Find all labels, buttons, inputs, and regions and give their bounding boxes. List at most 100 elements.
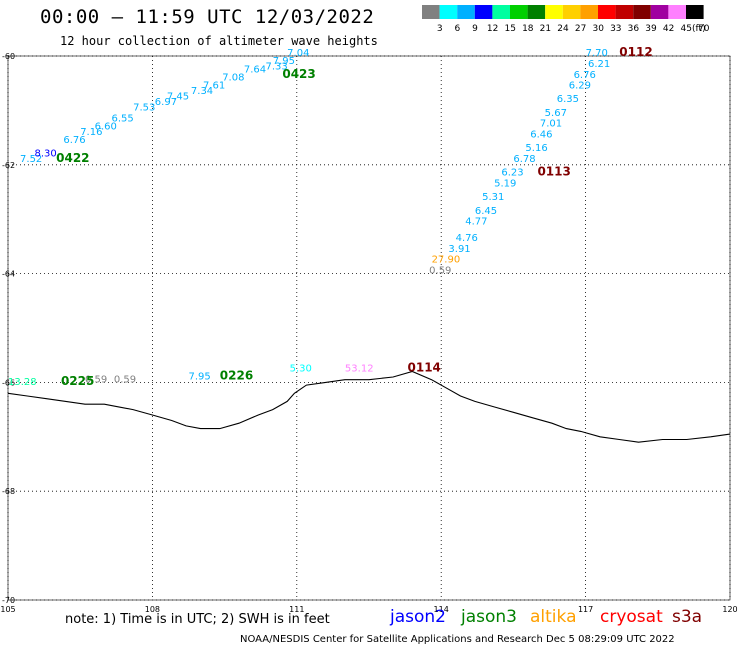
lon-tick-label: 117	[578, 605, 593, 614]
legend-label: 27	[575, 24, 586, 34]
pass-time-label: 0226	[220, 369, 253, 383]
wave-height-value: 3.91	[448, 244, 470, 255]
pass-time-label: 0114	[408, 361, 441, 375]
legend-swatch	[668, 5, 686, 19]
legend-swatch	[545, 5, 563, 19]
legend-swatch	[422, 5, 440, 19]
pass-time-label: 0112	[619, 45, 652, 59]
wave-height-value: 7.64	[244, 64, 266, 75]
wave-height-value: 8.30	[34, 149, 56, 160]
wave-height-value: 6.46	[530, 130, 552, 141]
wave-height-value: 6.21	[588, 59, 610, 70]
satellite-name: jason3	[461, 607, 517, 627]
wave-height-value: 5.19	[494, 179, 516, 190]
legend-swatch	[650, 5, 669, 19]
note-text: note: 1) Time is in UTC; 2) SWH is in fe…	[65, 612, 330, 627]
wave-height-value: 0.59	[429, 266, 451, 277]
wave-height-value: 7.01	[540, 119, 562, 130]
legend-label: 33	[610, 24, 621, 34]
page-subtitle: 12 hour collection of altimeter wave hei…	[60, 34, 378, 48]
legend-swatch	[474, 5, 493, 19]
lon-tick-label: 108	[145, 605, 160, 614]
legend-swatch	[580, 5, 598, 19]
wave-height-value: 7.16	[80, 127, 102, 138]
wave-height-value: 7.53	[133, 102, 155, 113]
lat-tick-label: -60	[2, 52, 15, 61]
pass-time-label: 0423	[282, 67, 315, 81]
map-frame	[7, 55, 731, 601]
pass-time-label: 0422	[56, 151, 89, 165]
pass-time-label: 0225	[61, 374, 94, 388]
satellite-name: cryosat	[600, 607, 663, 627]
legend-label: 70	[698, 24, 710, 34]
legend-swatch	[510, 5, 528, 19]
legend-swatch	[562, 5, 581, 19]
wave-height-value: 7.95	[189, 372, 211, 383]
legend-label: 30	[592, 24, 604, 34]
legend-label: 42	[663, 24, 674, 34]
wave-height-value: 5.16	[525, 143, 547, 154]
legend-swatch	[598, 5, 616, 19]
lat-tick-label: -62	[2, 161, 15, 170]
legend-swatch	[457, 5, 475, 19]
legend-label: 45	[680, 24, 691, 34]
wave-height-value: 7.33	[266, 62, 288, 73]
wave-height-value: 6.29	[569, 81, 591, 92]
legend-label: 15	[504, 24, 515, 34]
wave-height-value: 5.31	[482, 192, 504, 203]
wave-height-value: 0.59	[114, 374, 136, 385]
wave-height-value: 6.55	[111, 113, 133, 124]
legend-label: 36	[628, 24, 640, 34]
legend-label: 9	[472, 24, 478, 34]
wave-height-value: 4.77	[465, 217, 487, 228]
page-title: 00:00 – 11:59 UTC 12/03/2022	[40, 6, 375, 28]
legend-swatch	[686, 5, 704, 19]
wave-height-value: 6.76	[63, 135, 85, 146]
lat-tick-label: -68	[2, 487, 15, 496]
lon-tick-label: 120	[722, 605, 737, 614]
lat-tick-label: -70	[2, 596, 15, 605]
legend-unit: (ft)	[692, 24, 706, 34]
legend-label: 12	[487, 24, 498, 34]
wave-height-value: 7.45	[167, 92, 189, 103]
legend-swatch	[615, 5, 634, 19]
wave-height-value: 7.08	[222, 72, 244, 83]
lon-tick-label: 105	[0, 605, 15, 614]
wave-height-value: 6.60	[95, 121, 117, 132]
legend-swatch	[527, 5, 546, 19]
wave-height-value: 5.30	[290, 364, 312, 375]
legend-label: 39	[645, 24, 657, 34]
lon-tick-label: 111	[289, 605, 304, 614]
wave-height-value: 7.52	[20, 154, 42, 165]
lon-tick-label: 114	[434, 605, 449, 614]
footer-credit: NOAA/NESDIS Center for Satellite Applica…	[240, 634, 675, 645]
wave-height-value: 7.70	[586, 48, 608, 59]
lat-tick-label: -66	[2, 378, 15, 387]
wave-height-value: 5.67	[545, 108, 567, 119]
legend-label: 24	[557, 24, 569, 34]
legend-label: 6	[455, 24, 461, 34]
satellite-name: s3a	[672, 607, 703, 627]
wave-height-value: 7.61	[203, 81, 225, 92]
wave-height-value: 7.95	[273, 56, 295, 67]
wave-height-value: 27.90	[432, 255, 461, 266]
wave-height-value: 6.76	[574, 70, 596, 81]
wave-height-value: 6.78	[513, 154, 535, 165]
wave-height-value: 6.35	[557, 94, 579, 105]
satellite-name: jason2	[390, 607, 446, 627]
wave-height-value: 4.76	[456, 233, 478, 244]
legend-label: 18	[522, 24, 534, 34]
wave-height-value: 6.23	[501, 168, 523, 179]
wave-height-value: 6.97	[155, 97, 177, 108]
wave-height-value: 53.12	[345, 364, 374, 375]
lat-tick-label: -64	[2, 270, 15, 279]
wave-height-value: 6.45	[475, 206, 497, 217]
wave-height-value: 13.28	[8, 377, 37, 388]
satellite-name: altika	[530, 607, 577, 627]
wave-height-value: 0.59	[85, 374, 107, 385]
wave-height-value: 7.04	[287, 48, 309, 59]
antarctic-coastline	[7, 370, 731, 443]
legend-label: 21	[540, 24, 551, 34]
pass-time-label: 0113	[537, 165, 570, 179]
